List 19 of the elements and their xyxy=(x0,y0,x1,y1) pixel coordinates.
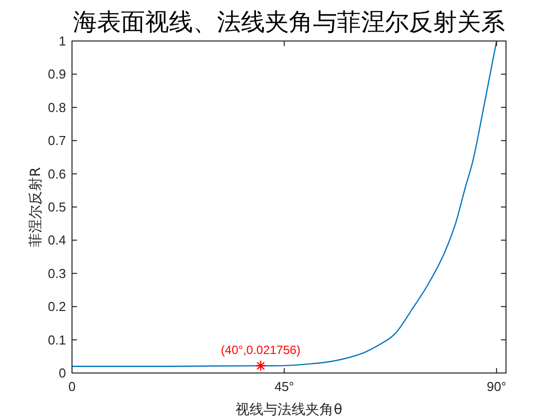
chart-title: 海表面视线、法线夹角与菲涅尔反射关系 xyxy=(73,8,505,36)
y-tick-label: 0.4 xyxy=(48,232,66,248)
y-tick-label: 0.3 xyxy=(48,266,66,281)
x-axis-title: 视线与法线夹角θ xyxy=(236,402,342,418)
y-tick-label: 1 xyxy=(58,34,66,48)
x-tick-label: 0 xyxy=(68,379,76,394)
y-tick-label: 0.9 xyxy=(48,66,66,82)
y-tick-label: 0.2 xyxy=(48,299,66,314)
y-tick-label: 0.6 xyxy=(48,166,66,182)
x-tick-label: 45° xyxy=(274,379,294,394)
y-tick-label: 0.5 xyxy=(48,200,66,214)
y-axis-title: 菲涅尔反射R xyxy=(28,166,44,247)
annotation: (40°,0.021756) xyxy=(220,342,300,357)
y-tick-label: 0 xyxy=(58,366,66,380)
y-tick-label: 0.7 xyxy=(48,133,66,148)
line-series xyxy=(71,40,498,367)
y-tick-label: 0.1 xyxy=(48,332,66,348)
y-tick-label: 0.8 xyxy=(48,100,66,115)
x-tick-label: 90° xyxy=(486,379,506,394)
